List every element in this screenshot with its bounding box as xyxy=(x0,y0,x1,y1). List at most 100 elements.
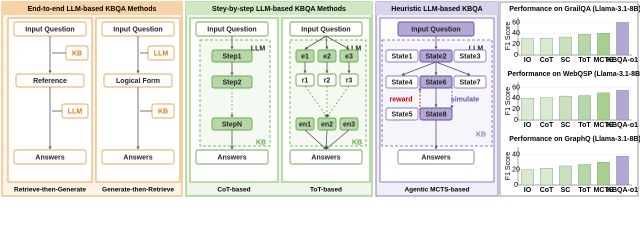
x-tick-label: SC xyxy=(561,187,571,194)
x-tick-label: MCTS xyxy=(594,57,614,64)
panel-title: Stey-by-step LLM-based KBQA Methods xyxy=(212,6,346,13)
node-label: r3 xyxy=(346,77,353,84)
node-label: State2 xyxy=(425,53,446,60)
y-tick-label: 40 xyxy=(512,30,520,37)
y-tick-label: 0 xyxy=(514,182,518,189)
chart-title: Performance on GraphQ (Llama-3.1-8B) xyxy=(509,136,640,143)
bar xyxy=(521,98,534,121)
bar xyxy=(578,34,591,56)
node-label: Answers xyxy=(35,154,64,161)
node-label: simulate xyxy=(451,96,480,103)
x-tick-label: IO xyxy=(524,187,532,194)
node-label: Input Question xyxy=(113,26,162,33)
node-label: Answers xyxy=(123,154,152,161)
arrow xyxy=(325,35,350,50)
arrow xyxy=(324,129,328,150)
y-axis-label: F1 Score xyxy=(505,22,512,51)
node-label: Input Question xyxy=(301,26,350,33)
node-label: Step2 xyxy=(222,79,241,86)
node-label: KB xyxy=(352,139,362,146)
bar xyxy=(521,38,534,56)
node-label: Answers xyxy=(217,154,246,161)
y-axis-label: F1 Score xyxy=(505,87,512,116)
node-box xyxy=(195,149,269,165)
panel-title: End-to-end LLM-based KBQA Methods xyxy=(28,6,157,13)
node-box xyxy=(385,49,419,63)
node-label: e3 xyxy=(345,53,353,60)
x-tick-label: ToT xyxy=(578,187,591,194)
x-tick-label: IO xyxy=(524,57,532,64)
arrow xyxy=(401,61,437,76)
node-label: KB xyxy=(476,131,486,138)
x-tick-label: KBQA-o1 xyxy=(607,187,638,194)
panel-title: Heuristic LLM-based KBQA xyxy=(391,6,482,13)
x-tick-label: KBQA-o1 xyxy=(607,57,638,64)
node-label: Input Question xyxy=(25,26,74,33)
arrow xyxy=(304,35,327,50)
node-label: State4 xyxy=(391,79,412,86)
node-box xyxy=(385,107,419,121)
caption: CoT-based xyxy=(217,187,250,194)
panel-header xyxy=(376,2,498,15)
arrow xyxy=(435,61,471,76)
y-tick-label: 0 xyxy=(514,117,518,124)
bar xyxy=(616,22,629,56)
node-label: State5 xyxy=(391,111,412,118)
chart-title: Performance on WebQSP (Llama-3.1-8B) xyxy=(508,71,640,78)
node-label: LLM xyxy=(347,45,362,52)
node-label: KB xyxy=(158,108,168,115)
arrow xyxy=(304,129,327,150)
node-box xyxy=(397,149,475,165)
y-tick-label: 40 xyxy=(512,151,520,158)
caption: Agentic MCTS-based xyxy=(404,187,469,194)
panel-header xyxy=(186,2,372,15)
x-tick-label: CoT xyxy=(540,57,554,64)
x-tick-label: ToT xyxy=(578,57,591,64)
bar xyxy=(597,33,610,56)
bar xyxy=(559,165,572,186)
caption: Generate-then-Retrieve xyxy=(102,187,174,194)
y-tick-label: 20 xyxy=(512,167,520,174)
node-label: StepN xyxy=(222,121,242,128)
bar xyxy=(559,95,572,121)
node-box xyxy=(453,75,487,89)
y-tick-label: 20 xyxy=(512,106,520,113)
node-label: LLM xyxy=(68,108,83,115)
node-label: en1 xyxy=(299,121,311,128)
bar xyxy=(616,89,629,121)
node-label: State7 xyxy=(459,79,480,86)
x-tick-label: SC xyxy=(561,57,571,64)
node-label: Reference xyxy=(33,78,67,85)
node-label: State6 xyxy=(425,79,446,86)
node-label: en3 xyxy=(343,121,355,128)
chart-title: Performance on GrailQA (Llama-3.1-8B) xyxy=(509,6,640,13)
node-box xyxy=(453,49,487,63)
caption: Retrieve-then-Generate xyxy=(14,187,86,194)
node-label: KB xyxy=(72,50,82,57)
y-axis-label: F1 Score xyxy=(505,152,512,181)
bar xyxy=(540,37,553,56)
x-tick-label: SC xyxy=(561,122,571,129)
x-tick-label: CoT xyxy=(540,122,554,129)
node-label: Step1 xyxy=(222,53,241,60)
node-label: State3 xyxy=(459,53,480,60)
node-label: State8 xyxy=(425,111,446,118)
bar xyxy=(540,168,553,186)
node-label: en2 xyxy=(321,121,333,128)
node-label: Input Question xyxy=(411,26,460,33)
x-tick-label: KBQA-o1 xyxy=(607,122,638,129)
arrow xyxy=(325,129,350,150)
x-tick-label: ToT xyxy=(578,122,591,129)
node-box xyxy=(385,75,419,89)
node-box xyxy=(13,149,87,165)
node-label: reward xyxy=(390,96,413,103)
node-box xyxy=(289,149,363,165)
node-label: Answers xyxy=(311,154,340,161)
node-label: Logical Form xyxy=(116,78,160,85)
node-label: State1 xyxy=(391,53,412,60)
figure: End-to-end LLM-based KBQA Methods Stey-b… xyxy=(1,1,640,197)
bar xyxy=(597,161,610,186)
node-label: Answers xyxy=(421,154,450,161)
y-tick-label: 60 xyxy=(512,19,520,26)
x-tick-label: MCTS xyxy=(594,122,614,129)
